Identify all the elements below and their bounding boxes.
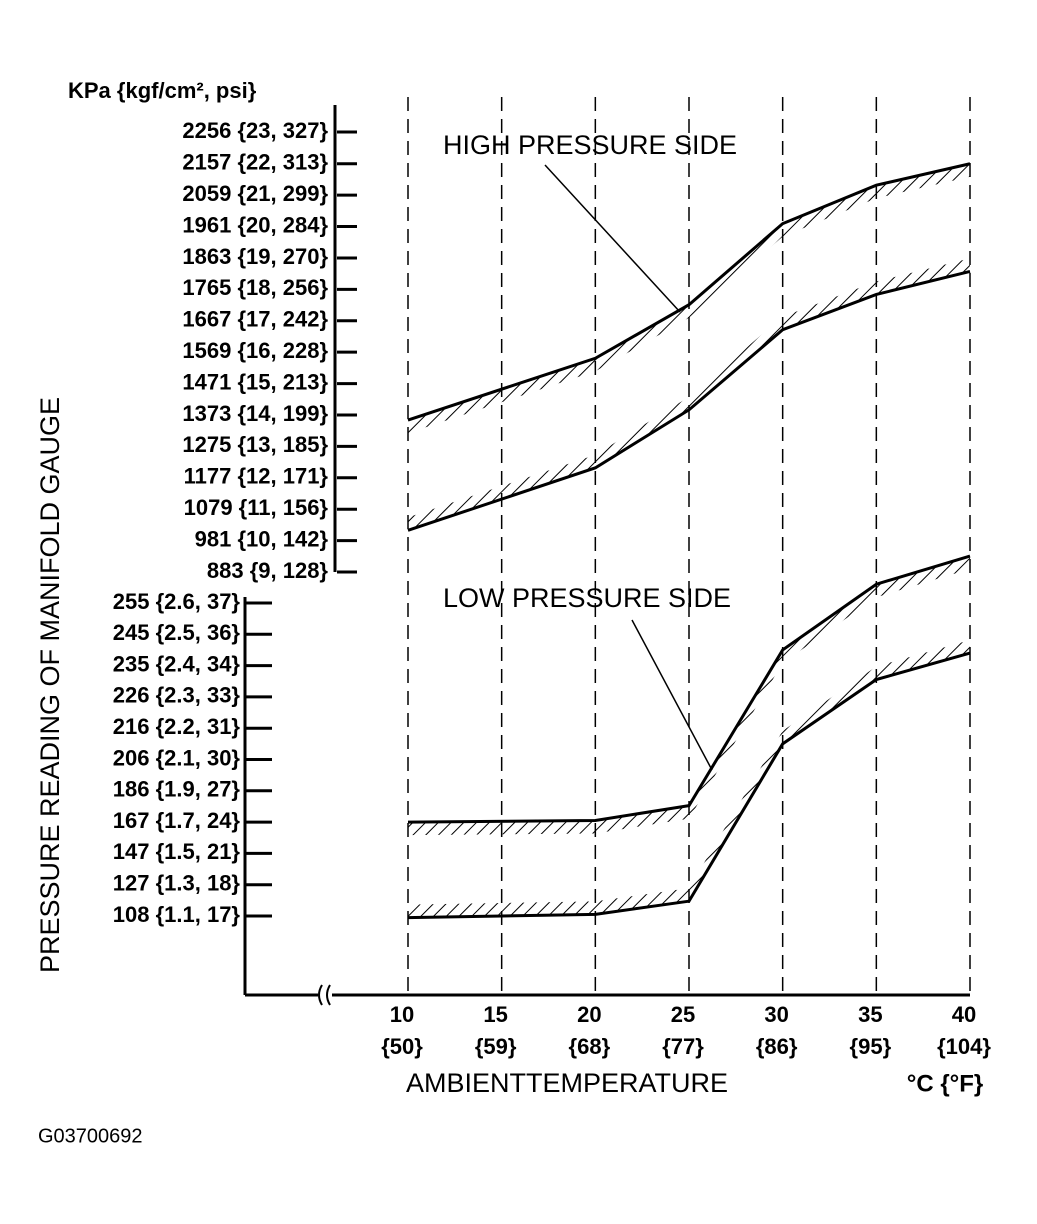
- y-tick-label: 1079 {11, 156}: [184, 495, 329, 520]
- y-tick-label: 2157 {22, 313}: [182, 150, 328, 175]
- y-tick-label: 2059 {21, 299}: [182, 181, 328, 206]
- y-tick-label: 883 {9, 128}: [207, 558, 329, 583]
- y2-tick-label: 226 {2.3, 33}: [113, 683, 241, 708]
- x-tick-sublabel: {95}: [850, 1034, 892, 1059]
- hatch-band: [408, 258, 970, 531]
- y2-tick-label: 108 {1.1, 17}: [113, 902, 241, 927]
- y-tick-label: 1569 {16, 228}: [182, 338, 328, 363]
- axis-break: [318, 984, 331, 1006]
- x-tick-sublabel: {104}: [937, 1034, 991, 1059]
- x-axis-title: AMBIENTTEMPERATURE: [406, 1068, 728, 1098]
- x-tick-label: 40: [952, 1002, 976, 1027]
- y-tick-label: 1863 {19, 270}: [182, 244, 328, 269]
- x-tick-sublabel: {86}: [756, 1034, 798, 1059]
- y-tick-label: 1373 {14, 199}: [182, 401, 328, 426]
- y2-tick-label: 167 {1.7, 24}: [113, 808, 241, 833]
- x-tick-label: 10: [390, 1002, 414, 1027]
- y-tick-label: 1765 {18, 256}: [182, 275, 328, 300]
- data-line: [407, 651, 971, 920]
- x-tick-label: 20: [577, 1002, 601, 1027]
- x-unit-label: °C {°F}: [907, 1070, 984, 1097]
- y-axis-title: PRESSURE READING OF MANIFOLD GAUGE: [35, 397, 65, 973]
- hatch-band: [408, 640, 970, 918]
- y2-tick-label: 186 {1.9, 27}: [113, 777, 241, 802]
- y-tick-label: 2256 {23, 327}: [182, 118, 328, 143]
- hatch-band: [408, 163, 970, 434]
- x-tick-label: 35: [858, 1002, 882, 1027]
- y2-tick-label: 245 {2.5, 36}: [113, 620, 241, 645]
- leader-line: [544, 164, 681, 313]
- y2-tick-label: 147 {1.5, 21}: [113, 839, 241, 864]
- y-tick-label: 981 {10, 142}: [195, 526, 329, 551]
- y2-tick-label: 127 {1.3, 18}: [113, 871, 241, 896]
- data-line: [407, 269, 971, 532]
- y-tick-label: 1275 {13, 185}: [182, 432, 328, 457]
- y2-tick-label: 255 {2.6, 37}: [113, 589, 241, 614]
- y2-tick-label: 206 {2.1, 30}: [113, 745, 241, 770]
- data-line: [407, 162, 971, 422]
- x-tick-label: 30: [764, 1002, 788, 1027]
- y-tick-label: 1177 {12, 171}: [184, 464, 329, 489]
- figure-id: G03700692: [38, 1125, 143, 1147]
- y-tick-label: 1961 {20, 284}: [182, 212, 328, 237]
- unit-label: KPa {kgf/cm², psi}: [68, 78, 257, 103]
- annotation: LOW PRESSURE SIDE: [443, 583, 731, 613]
- x-tick-sublabel: {59}: [475, 1034, 517, 1059]
- y-tick-label: 1471 {15, 213}: [182, 369, 328, 394]
- y2-tick-label: 216 {2.2, 31}: [113, 714, 241, 739]
- data-line: [407, 554, 971, 824]
- hatch-band: [408, 556, 970, 836]
- y-tick-label: 1667 {17, 242}: [182, 307, 328, 332]
- leader-line: [631, 619, 713, 771]
- y2-tick-label: 235 {2.4, 34}: [113, 651, 241, 676]
- x-tick-label: 25: [671, 1002, 695, 1027]
- x-tick-sublabel: {77}: [662, 1034, 704, 1059]
- annotation: HIGH PRESSURE SIDE: [443, 130, 737, 160]
- x-tick-label: 15: [483, 1002, 507, 1027]
- x-tick-sublabel: {68}: [569, 1034, 611, 1059]
- x-tick-sublabel: {50}: [381, 1034, 423, 1059]
